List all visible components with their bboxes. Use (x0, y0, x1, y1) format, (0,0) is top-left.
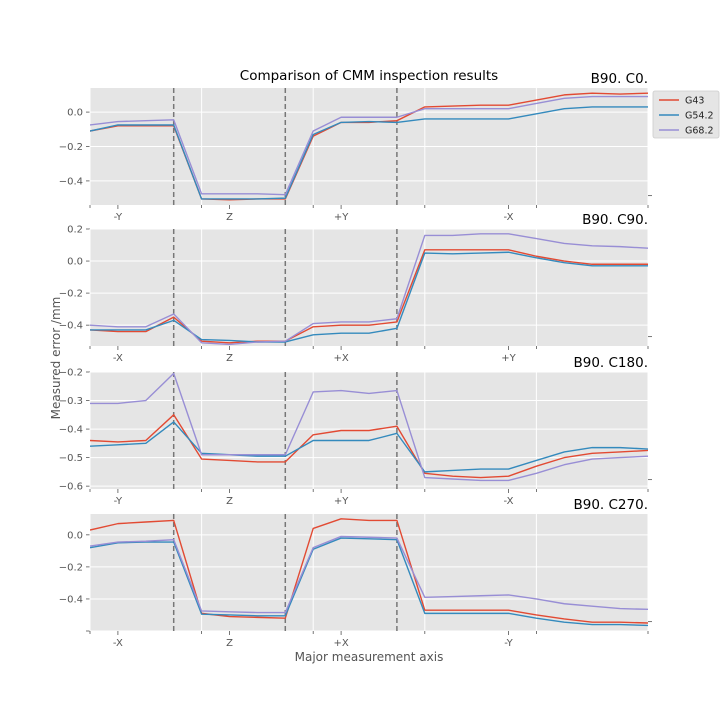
figure-title: Comparison of CMM inspection results (240, 68, 498, 84)
subplot-1: −0.4 −0.2 0.0 -Y Z +Y -X B90. C0. (59, 71, 652, 223)
x-tick-label: +X (333, 638, 348, 649)
series-group (90, 518, 648, 627)
legend-entry: G54.2 (685, 111, 714, 122)
series-line-G68-2 (90, 372, 648, 482)
y-tick-label: −0.4 (59, 594, 83, 605)
subplot-title: B90. C270. (573, 497, 648, 513)
y-tick-label: −0.4 (59, 321, 83, 332)
x-tick-label: Z (226, 496, 233, 507)
y-tick-label: 0.2 (67, 225, 83, 236)
subplot-3: −0.6 −0.5 −0.4 −0.3 −0.2 -Y Z +Y -X B90. C180. (59, 355, 652, 507)
y-tick-label: −0.6 (59, 482, 83, 493)
y-tick-label: −0.4 (59, 176, 83, 187)
series-line-G54-2 (90, 421, 648, 473)
plot-area (90, 514, 648, 631)
figure-x-axis-label: Major measurement axis (295, 650, 444, 664)
figure-y-axis-label: Measured error /mm (49, 297, 63, 420)
y-tick-label: 0.0 (67, 257, 83, 268)
series-line-G68-2 (90, 95, 648, 196)
series-group (90, 233, 648, 346)
x-tick-label: -X (504, 496, 514, 507)
x-tick-label: -X (113, 638, 123, 649)
x-tick-label: -Y (504, 638, 513, 649)
x-tick-label: -Y (114, 496, 123, 507)
series-group (90, 372, 648, 482)
x-tick-label: +Y (501, 353, 516, 364)
y-tick-label: −0.2 (59, 142, 83, 153)
series-line-G54-2 (90, 537, 648, 627)
subplot-panels: −0.4 −0.2 0.0 -Y Z +Y -X B90. C0. −0.4 −0.2 0.0 0.2… (59, 71, 652, 649)
legend-entry: G68.2 (685, 126, 714, 137)
y-tick-label: −0.2 (59, 289, 83, 300)
subplot-title: B90. C90. (582, 212, 648, 228)
x-tick-label: -Y (114, 212, 123, 223)
series-line-G68-2 (90, 535, 648, 614)
series-line-G43 (90, 518, 648, 624)
x-tick-label: Z (226, 353, 233, 364)
legend: G43 G54.2 G68.2 (652, 90, 720, 139)
x-tick-label: Z (226, 638, 233, 649)
x-tick-label: +X (333, 353, 348, 364)
subplot-4: −0.4 −0.2 0.0 -X Z +X -Y B90. C270. (59, 497, 652, 649)
y-tick-label: −0.2 (59, 368, 83, 379)
subplot-title: B90. C0. (591, 71, 648, 87)
series-line-G43 (90, 249, 648, 344)
series-group (90, 92, 648, 201)
subplot-2: −0.4 −0.2 0.0 0.2 -X Z +X +Y B90. C90. (59, 212, 652, 364)
series-line-G54-2 (90, 251, 648, 343)
legend-entry: G43 (685, 96, 704, 107)
x-tick-label: +Y (334, 212, 349, 223)
x-tick-label: +Y (334, 496, 349, 507)
series-line-G43 (90, 414, 648, 479)
y-tick-label: −0.2 (59, 562, 83, 573)
y-tick-label: 0.0 (67, 530, 83, 541)
series-line-G68-2 (90, 233, 648, 346)
y-tick-label: 0.0 (67, 108, 83, 119)
x-tick-label: -X (504, 212, 514, 223)
y-tick-label: −0.4 (59, 425, 83, 436)
subplot-title: B90. C180. (573, 355, 648, 371)
y-tick-label: −0.5 (59, 453, 83, 464)
x-tick-label: Z (226, 212, 233, 223)
y-tick-label: −0.3 (59, 396, 83, 407)
series-line-G54-2 (90, 106, 648, 200)
legend-box (652, 90, 720, 139)
x-tick-label: -X (113, 353, 123, 364)
